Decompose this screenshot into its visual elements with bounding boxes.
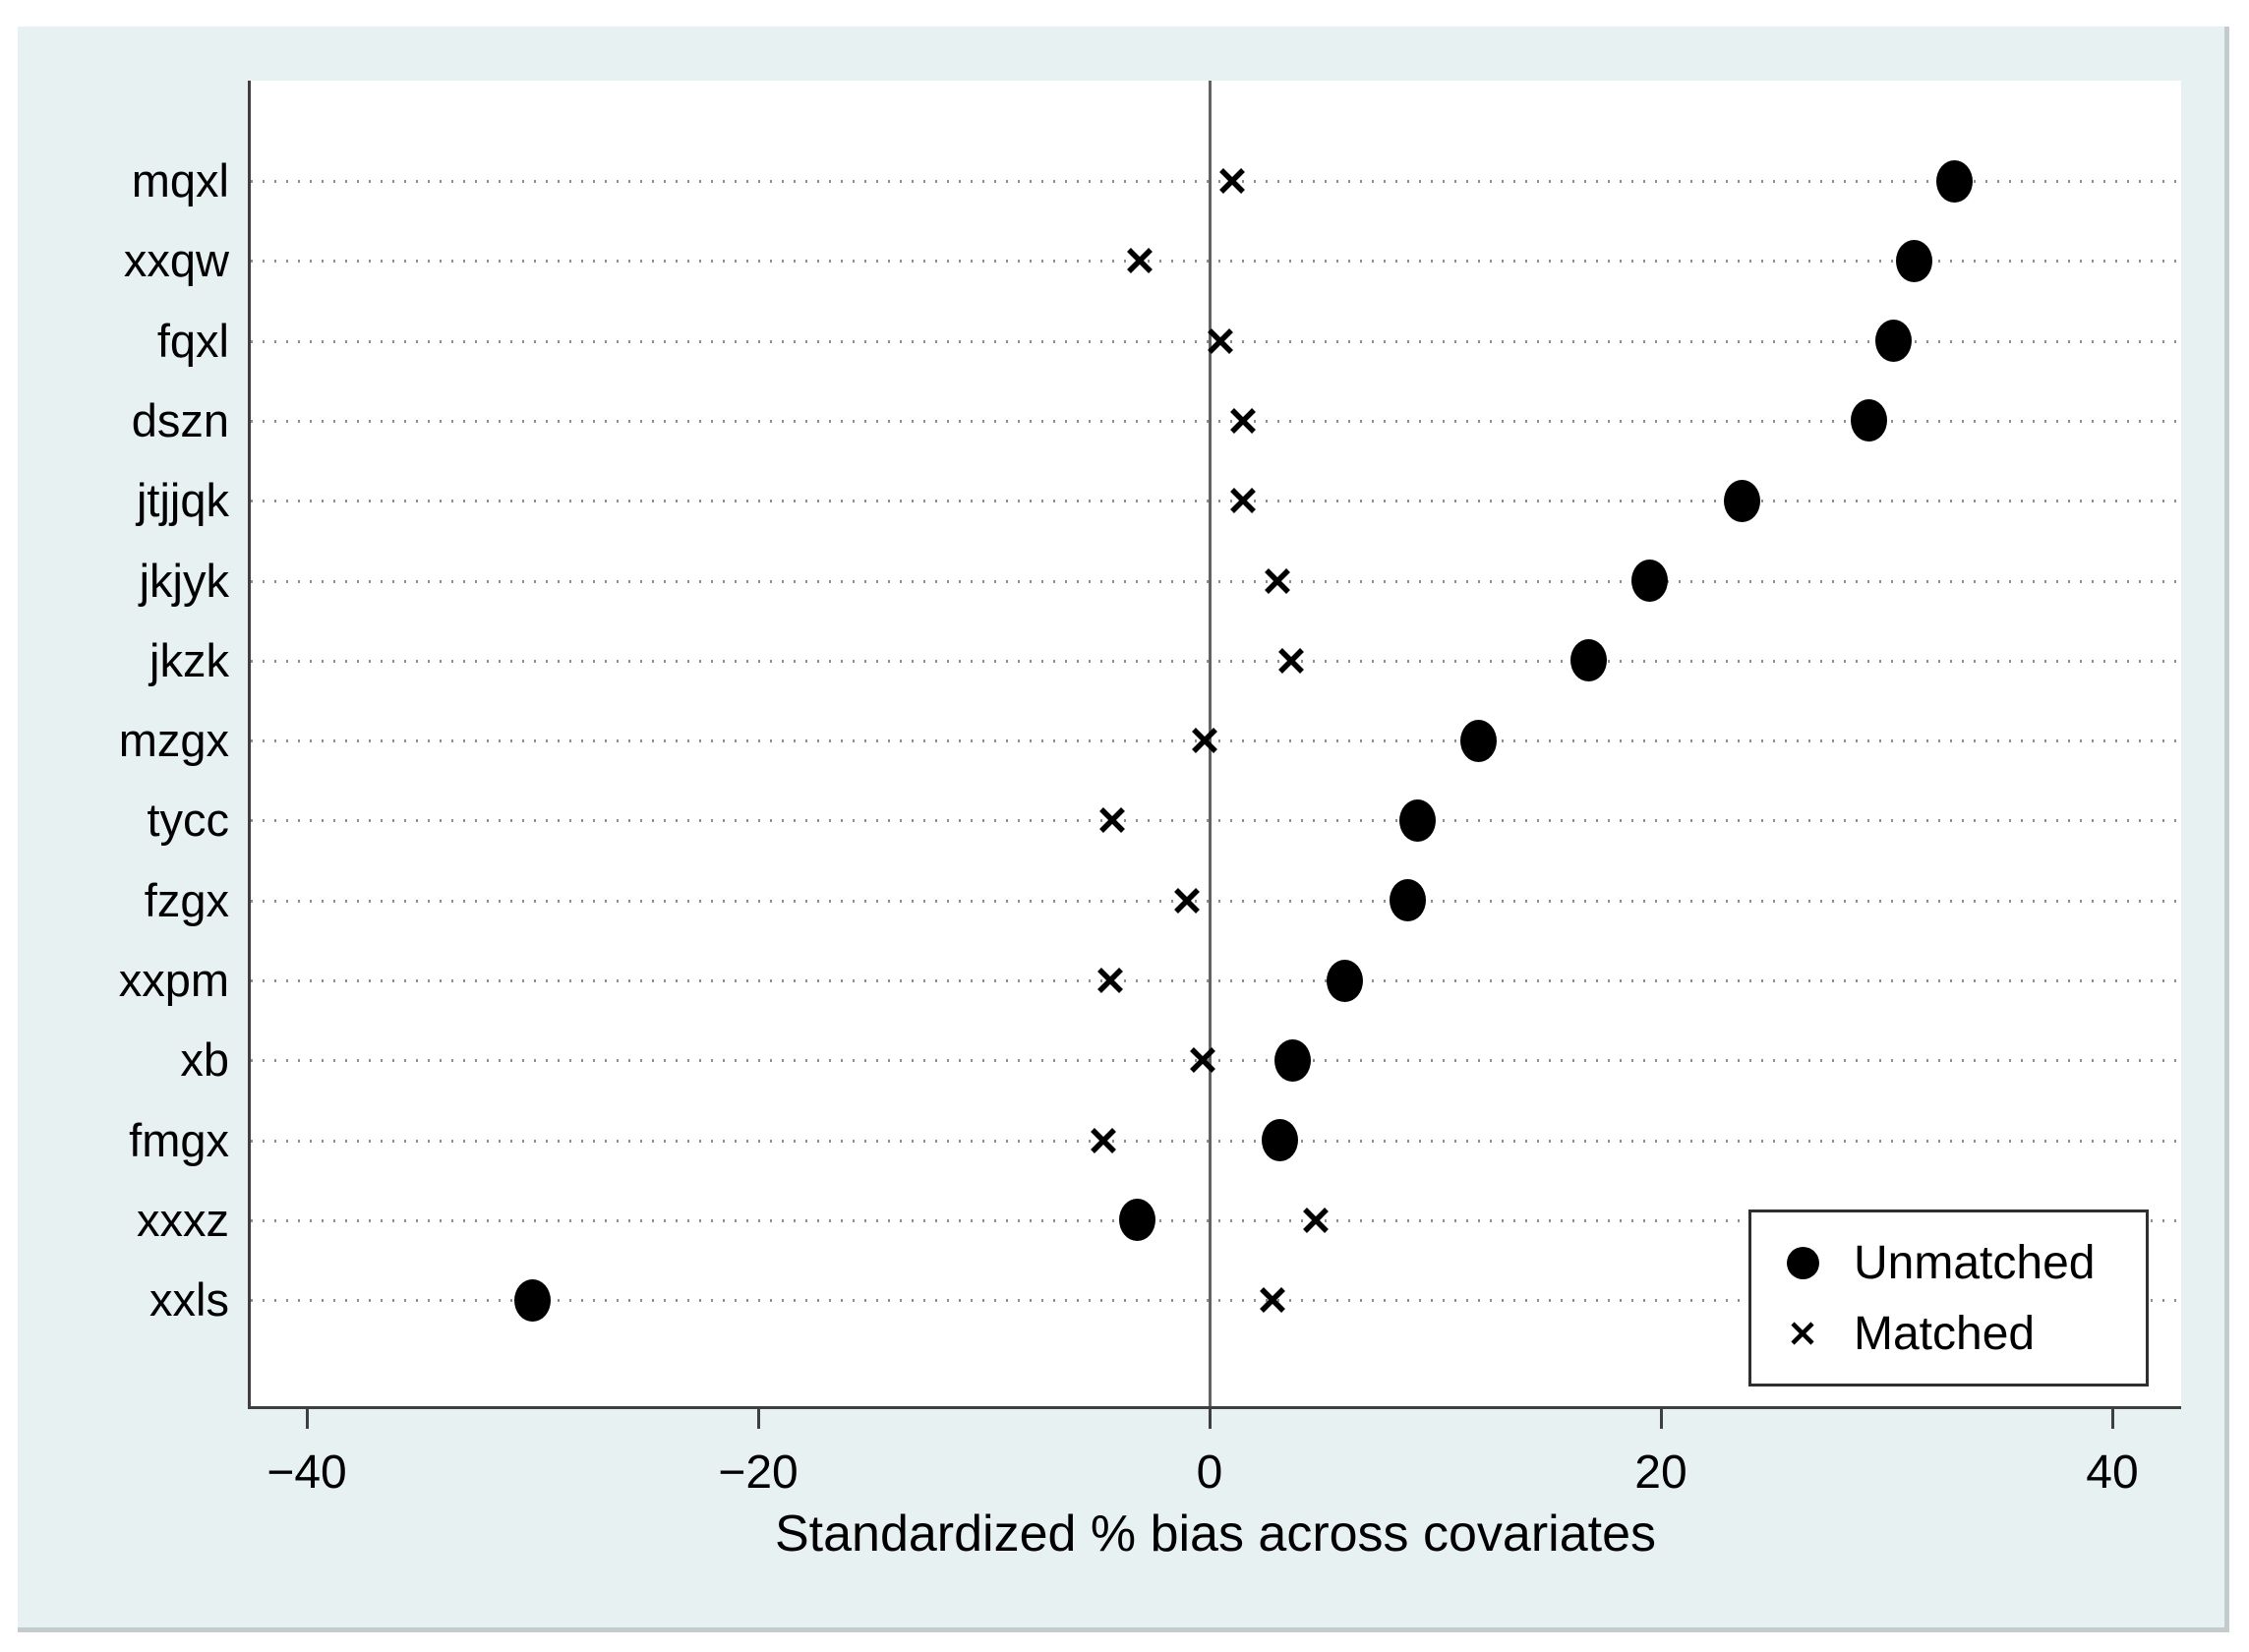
unmatched-marker — [1850, 399, 1887, 442]
x-tick-label: 40 — [2086, 1446, 2139, 1499]
x-tick — [305, 1409, 309, 1429]
figure-canvas: mqxl xxqw fqxl dszn jtjjqk jkjyk jkzk mzgx tycc f… — [18, 27, 2229, 1632]
plot-area — [251, 81, 2181, 1406]
unmatched-marker — [1631, 560, 1669, 602]
unmatched-marker — [1119, 1199, 1156, 1242]
gridline — [251, 579, 2181, 583]
unmatched-marker — [1261, 1119, 1298, 1162]
gridline — [251, 1218, 2181, 1222]
matched-marker — [1274, 644, 1308, 678]
y-axis-label: fqxl — [156, 314, 229, 367]
matched-marker — [1095, 803, 1129, 837]
x-tick-label: −20 — [718, 1446, 799, 1499]
filled-circle-icon — [1777, 1246, 1828, 1279]
matched-marker — [1204, 324, 1237, 358]
gridline — [251, 659, 2181, 663]
gridline — [251, 419, 2181, 423]
matched-marker — [1256, 1283, 1289, 1317]
unmatched-marker — [1724, 479, 1761, 522]
unmatched-marker — [1935, 159, 1973, 203]
matched-marker — [1094, 964, 1127, 997]
y-axis-label: jkjyk — [139, 554, 229, 607]
legend-label-matched: Matched — [1854, 1307, 2036, 1360]
matched-marker — [1226, 404, 1260, 438]
y-axis-label: mzgx — [118, 714, 229, 767]
y-axis-label: xxls — [149, 1273, 229, 1327]
gridline — [251, 260, 2181, 264]
gridline — [251, 899, 2181, 903]
y-axis-label: jkzk — [149, 633, 229, 686]
x-tick-label: −40 — [266, 1446, 347, 1499]
x-axis-title: Standardized % bias across covariates — [774, 1505, 1657, 1563]
unmatched-marker — [1895, 239, 1932, 282]
gridline — [251, 500, 2181, 503]
x-marker-icon — [1777, 1321, 1828, 1346]
matched-marker — [1186, 1043, 1219, 1077]
y-axis-label: xxqw — [123, 234, 229, 287]
y-axis-label: fmgx — [129, 1113, 229, 1166]
matched-marker — [1123, 244, 1156, 277]
gridline — [251, 739, 2181, 743]
gridline — [251, 1299, 2181, 1303]
gridline — [251, 180, 2181, 183]
legend-entry-matched: Matched — [1777, 1305, 2146, 1362]
matched-marker — [1261, 564, 1294, 598]
x-tick — [1659, 1409, 1663, 1429]
legend-label-unmatched: Unmatched — [1854, 1236, 2096, 1289]
unmatched-marker — [1398, 798, 1436, 842]
unmatched-marker — [1327, 959, 1364, 1002]
matched-marker — [1299, 1204, 1332, 1237]
unmatched-marker — [1874, 320, 1912, 363]
y-axis-label: fzgx — [144, 873, 229, 926]
y-axis-label: xb — [180, 1033, 229, 1087]
matched-marker — [1170, 884, 1204, 917]
unmatched-marker — [514, 1278, 551, 1322]
gridline — [251, 1139, 2181, 1143]
gridline — [251, 979, 2181, 982]
x-tick — [2110, 1409, 2114, 1429]
matched-marker — [1226, 484, 1260, 517]
gridline — [251, 339, 2181, 343]
legend-entry-unmatched: Unmatched — [1777, 1234, 2146, 1291]
x-axis-line — [248, 1406, 2181, 1409]
y-axis-labels: mqxl xxqw fqxl dszn jtjjqk jkjyk jkzk mzgx tycc f… — [18, 27, 229, 1627]
y-axis-label: mqxl — [131, 154, 229, 206]
gridline — [251, 1059, 2181, 1063]
gridline — [251, 819, 2181, 823]
unmatched-marker — [1274, 1038, 1312, 1082]
x-tick — [756, 1409, 760, 1429]
legend: Unmatched Matched — [1748, 1210, 2149, 1386]
matched-marker — [1087, 1124, 1120, 1157]
matched-marker — [1188, 724, 1221, 757]
unmatched-marker — [1390, 879, 1427, 922]
y-axis-label: xxxz — [137, 1193, 229, 1246]
y-axis-label: dszn — [131, 393, 229, 446]
y-axis-line — [248, 81, 251, 1409]
unmatched-marker — [1570, 639, 1608, 682]
x-tick — [1208, 1409, 1212, 1429]
y-axis-label: tycc — [147, 794, 229, 847]
x-tick-label: 20 — [1634, 1446, 1687, 1499]
unmatched-marker — [1459, 719, 1497, 762]
y-axis-label: xxpm — [118, 954, 229, 1006]
x-tick-label: 0 — [1196, 1446, 1223, 1499]
matched-marker — [1215, 164, 1249, 198]
y-axis-label: jtjjqk — [136, 474, 229, 527]
